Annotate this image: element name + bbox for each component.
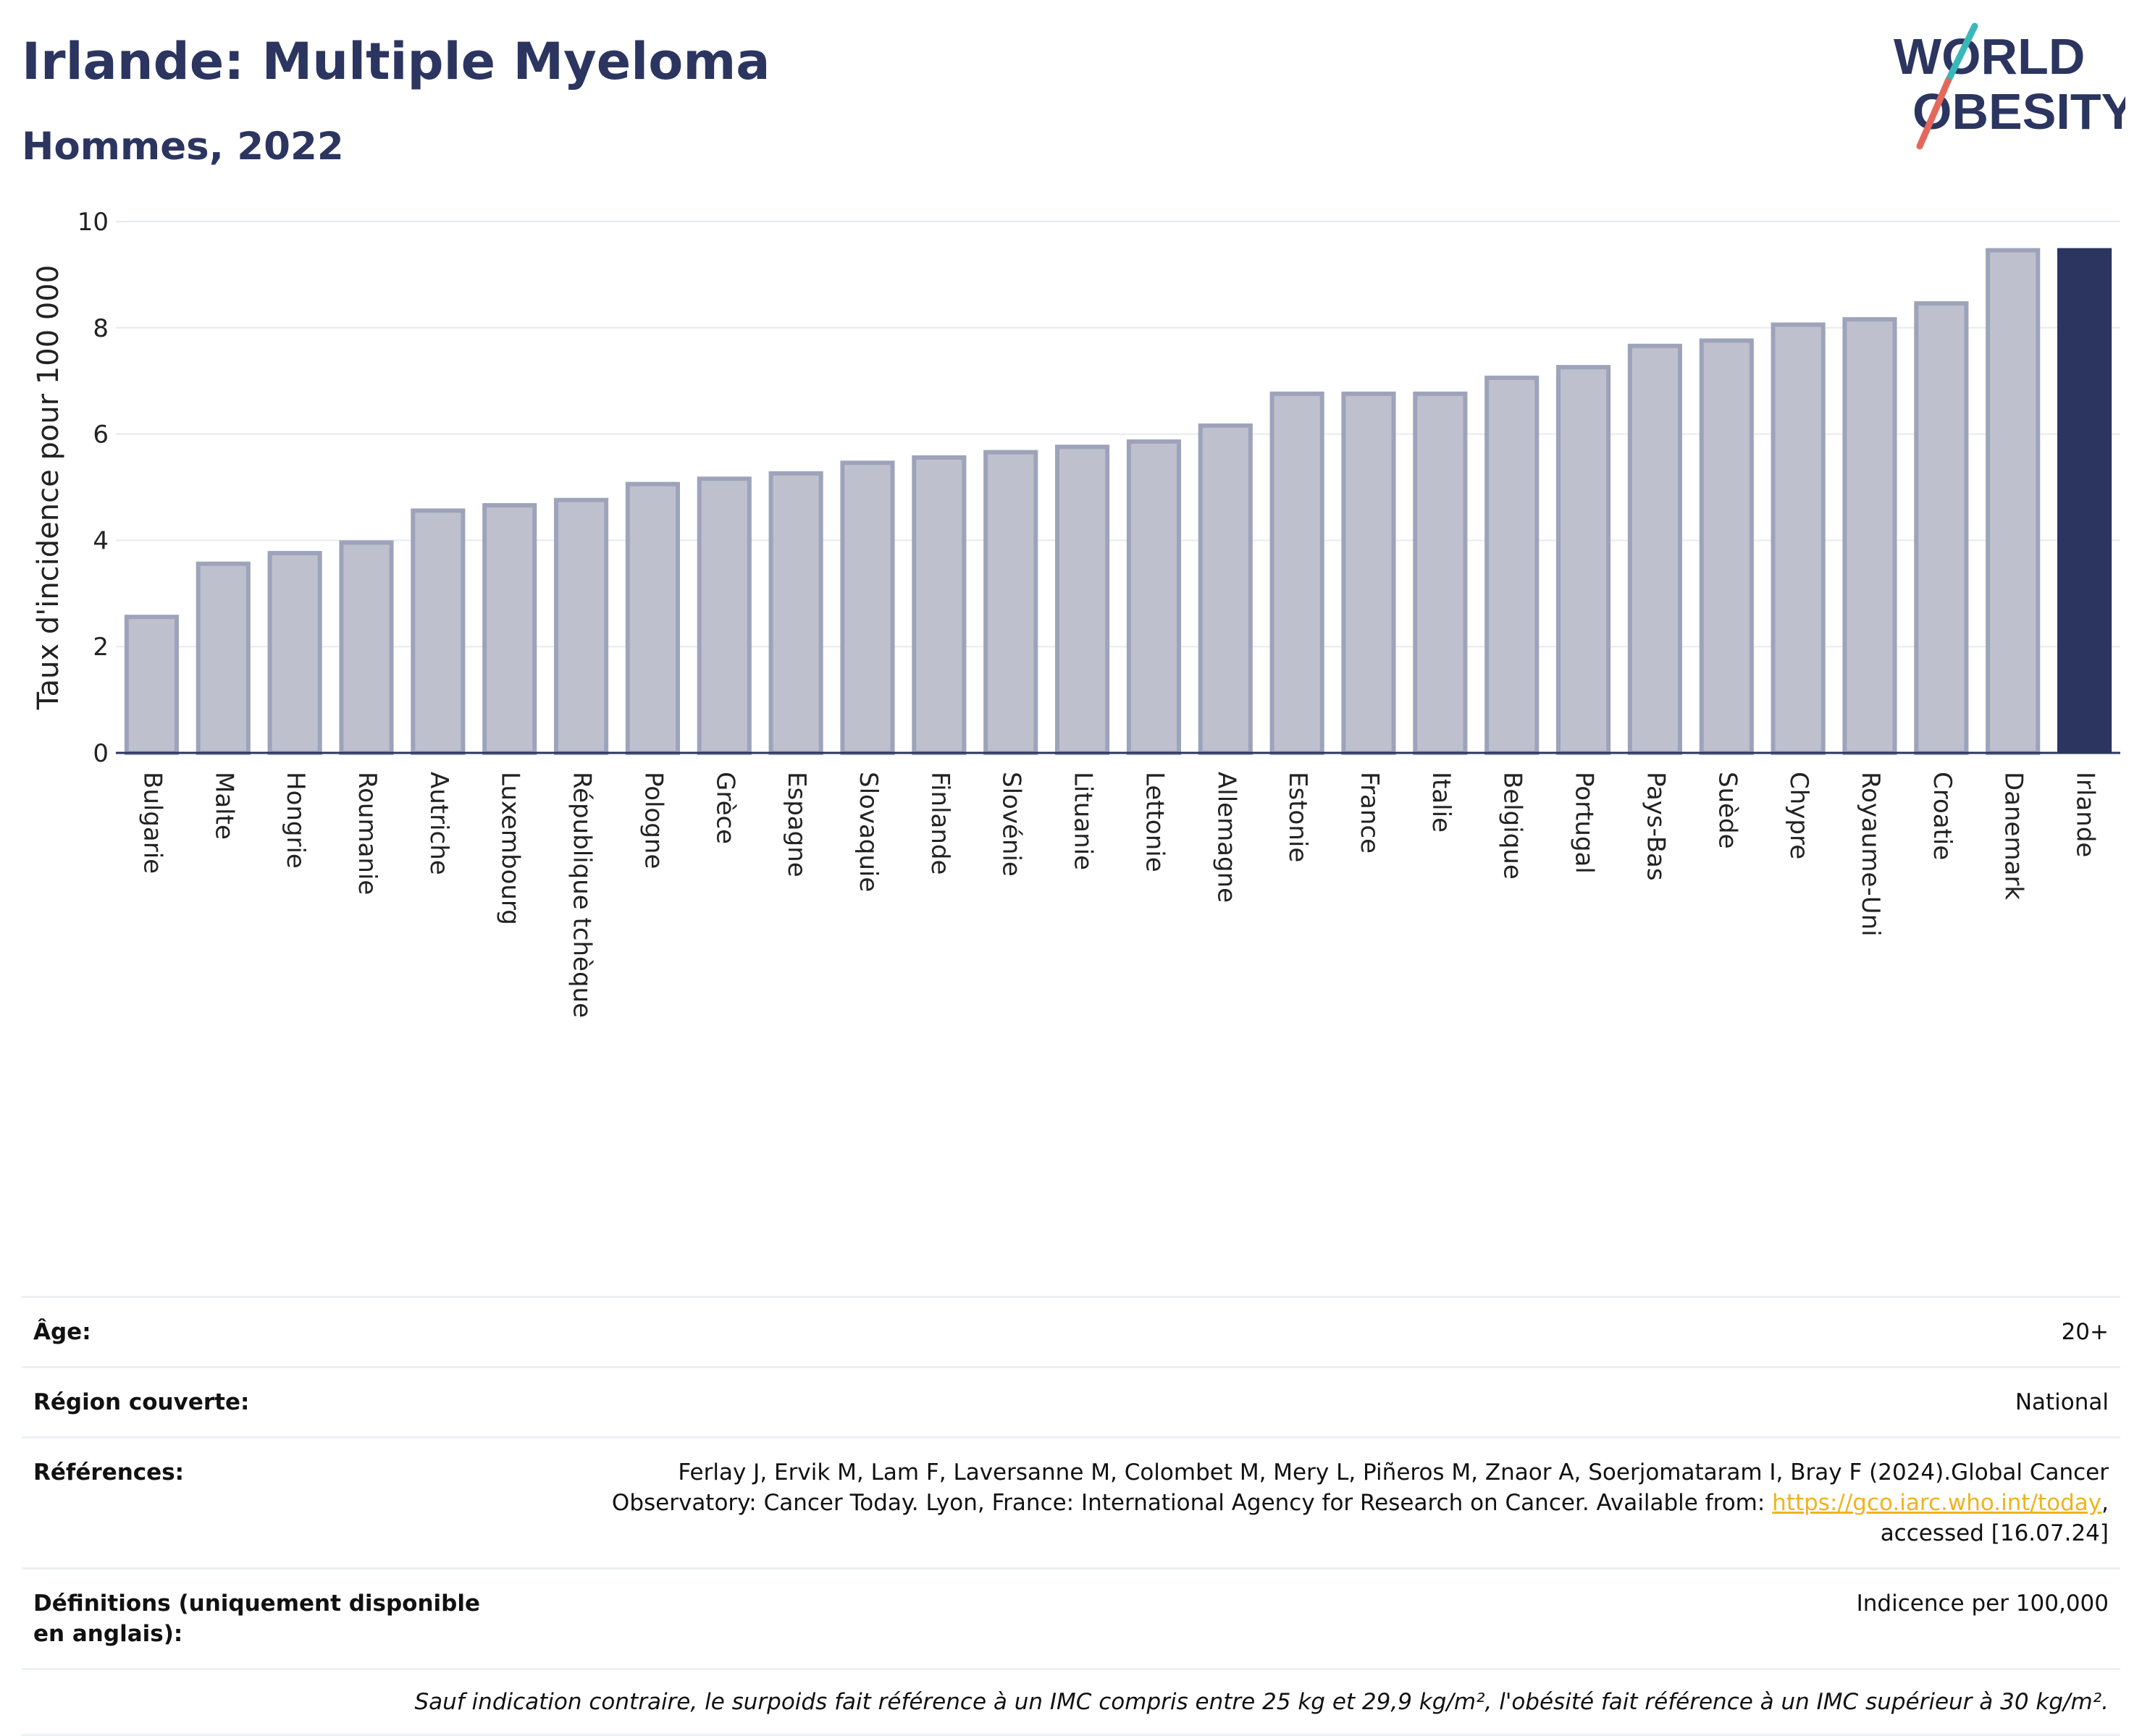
bar (482, 503, 537, 756)
bar (1413, 391, 1468, 755)
logo-slash-bottom (1916, 77, 1952, 150)
bar (1126, 439, 1181, 755)
bar (1771, 322, 1826, 755)
info-row-references: Références: Ferlay J, Ervik M, Lam F, La… (22, 1436, 2120, 1569)
bar (1556, 365, 1611, 755)
y-axis-title: Taux d'incidence pour 100 000 (32, 265, 65, 710)
bar (267, 551, 322, 756)
bar (1627, 343, 1682, 755)
x-tick-label: Autriche (424, 772, 453, 875)
bar (1198, 423, 1253, 755)
definitions-label: Définitions (uniquement disponible en an… (22, 1567, 508, 1669)
y-tick-label: 2 (93, 633, 109, 662)
age-label: Âge: (22, 1296, 508, 1368)
y-tick-label: 4 (93, 526, 109, 555)
bar (1055, 444, 1110, 756)
references-text-4: accessed [16.07.24] (1880, 1520, 2109, 1546)
references-text-3: , (2101, 1490, 2109, 1516)
page-subtitle: Hommes, 2022 (22, 125, 344, 169)
bar (1842, 317, 1897, 755)
definitions-value: Indicence per 100,000 (508, 1567, 2120, 1669)
x-tick-label: Allemagne (1211, 772, 1240, 903)
bar (983, 450, 1038, 755)
x-tick-label: Lituanie (1069, 772, 1098, 870)
bar (840, 460, 895, 755)
info-table: Âge: 20+ Région couverte: National Référ… (22, 1296, 2120, 1736)
bar-chart: 0 2 4 6 8 10 Bulgarie Malte Hongrie Roumanie Autri… (32, 208, 2120, 1018)
bar (697, 476, 752, 755)
logo-slash-top (1944, 22, 1978, 85)
x-tick-label: Slovénie (997, 772, 1026, 877)
x-tick-label: Royaume-Uni (1856, 772, 1885, 937)
y-tick-label: 6 (93, 421, 109, 450)
x-tick-label: Italie (1427, 772, 1456, 833)
x-tick-label: Bulgarie (138, 772, 167, 874)
info-row-region: Région couverte: National (22, 1366, 2120, 1438)
references-label: Références: (22, 1436, 508, 1569)
x-tick-label: Finlande (925, 772, 954, 875)
x-tick-label: Pologne (639, 772, 668, 869)
bar (1986, 248, 2041, 755)
references-value: Ferlay J, Ervik M, Lam F, Laversanne M, … (508, 1436, 2120, 1569)
x-tick-label: Belgique (1498, 772, 1527, 880)
region-value: National (508, 1366, 2120, 1438)
x-tick-label: Lettonie (1140, 772, 1169, 872)
bar (339, 540, 394, 756)
x-tick-label: République tchèque (568, 772, 597, 1018)
x-tick-label: Grèce (710, 772, 739, 844)
x-tick-label: Malte (209, 772, 238, 840)
x-tick-label: Portugal (1570, 772, 1599, 874)
bar (1341, 391, 1396, 755)
x-tick-label: Danemark (1999, 772, 2028, 900)
x-tick-label: Irlande (2071, 772, 2100, 857)
x-tick-label: France (1355, 772, 1384, 854)
y-tick-label: 0 (93, 739, 109, 768)
bar (912, 455, 967, 756)
references-text-2: Observatory: Cancer Today. Lyon, France:… (611, 1490, 1773, 1516)
info-row-age: Âge: 20+ (22, 1296, 2120, 1368)
bar (625, 481, 680, 755)
bar (554, 497, 609, 755)
age-value: 20+ (508, 1296, 2120, 1368)
references-link[interactable]: https://gco.iarc.who.int/today (1772, 1490, 2102, 1516)
x-tick-label: Croatie (1928, 772, 1957, 860)
info-row-definitions: Définitions (uniquement disponible en an… (22, 1567, 2120, 1669)
page-title: Irlande: Multiple Myeloma (22, 32, 770, 91)
bar (1699, 338, 1754, 756)
bar (124, 615, 179, 755)
y-tick-label: 10 (77, 208, 109, 237)
world-obesity-logo: WORLD OBESITY (1894, 22, 2125, 150)
bar (411, 508, 466, 755)
logo-line1: WORLD (1894, 28, 2085, 85)
x-tick-label: Luxembourg (496, 772, 525, 925)
x-tick-label: Pays-Bas (1641, 772, 1670, 881)
bar (1914, 301, 1969, 756)
region-label: Région couverte: (22, 1366, 508, 1438)
footnote: Sauf indication contraire, le surpoids f… (22, 1668, 2120, 1736)
bar (2057, 248, 2112, 753)
x-tick-label: Roumanie (353, 772, 382, 895)
x-tick-label: Suède (1713, 772, 1742, 849)
y-tick-label: 8 (93, 314, 109, 343)
bar (768, 471, 823, 755)
references-text-1: Ferlay J, Ervik M, Lam F, Laversanne M, … (678, 1459, 2109, 1486)
x-tick-label: Hongrie (281, 772, 310, 869)
bar (1269, 391, 1324, 755)
x-tick-label: Espagne (782, 772, 811, 877)
info-row-note: Sauf indication contraire, le surpoids f… (22, 1668, 2120, 1736)
x-tick-label: Estonie (1283, 772, 1312, 862)
x-tick-label: Slovaquie (854, 772, 883, 892)
logo-line2: OBESITY (1912, 83, 2125, 140)
x-tick-label: Chypre (1784, 772, 1813, 859)
bar (1484, 375, 1540, 755)
bar (196, 561, 251, 755)
